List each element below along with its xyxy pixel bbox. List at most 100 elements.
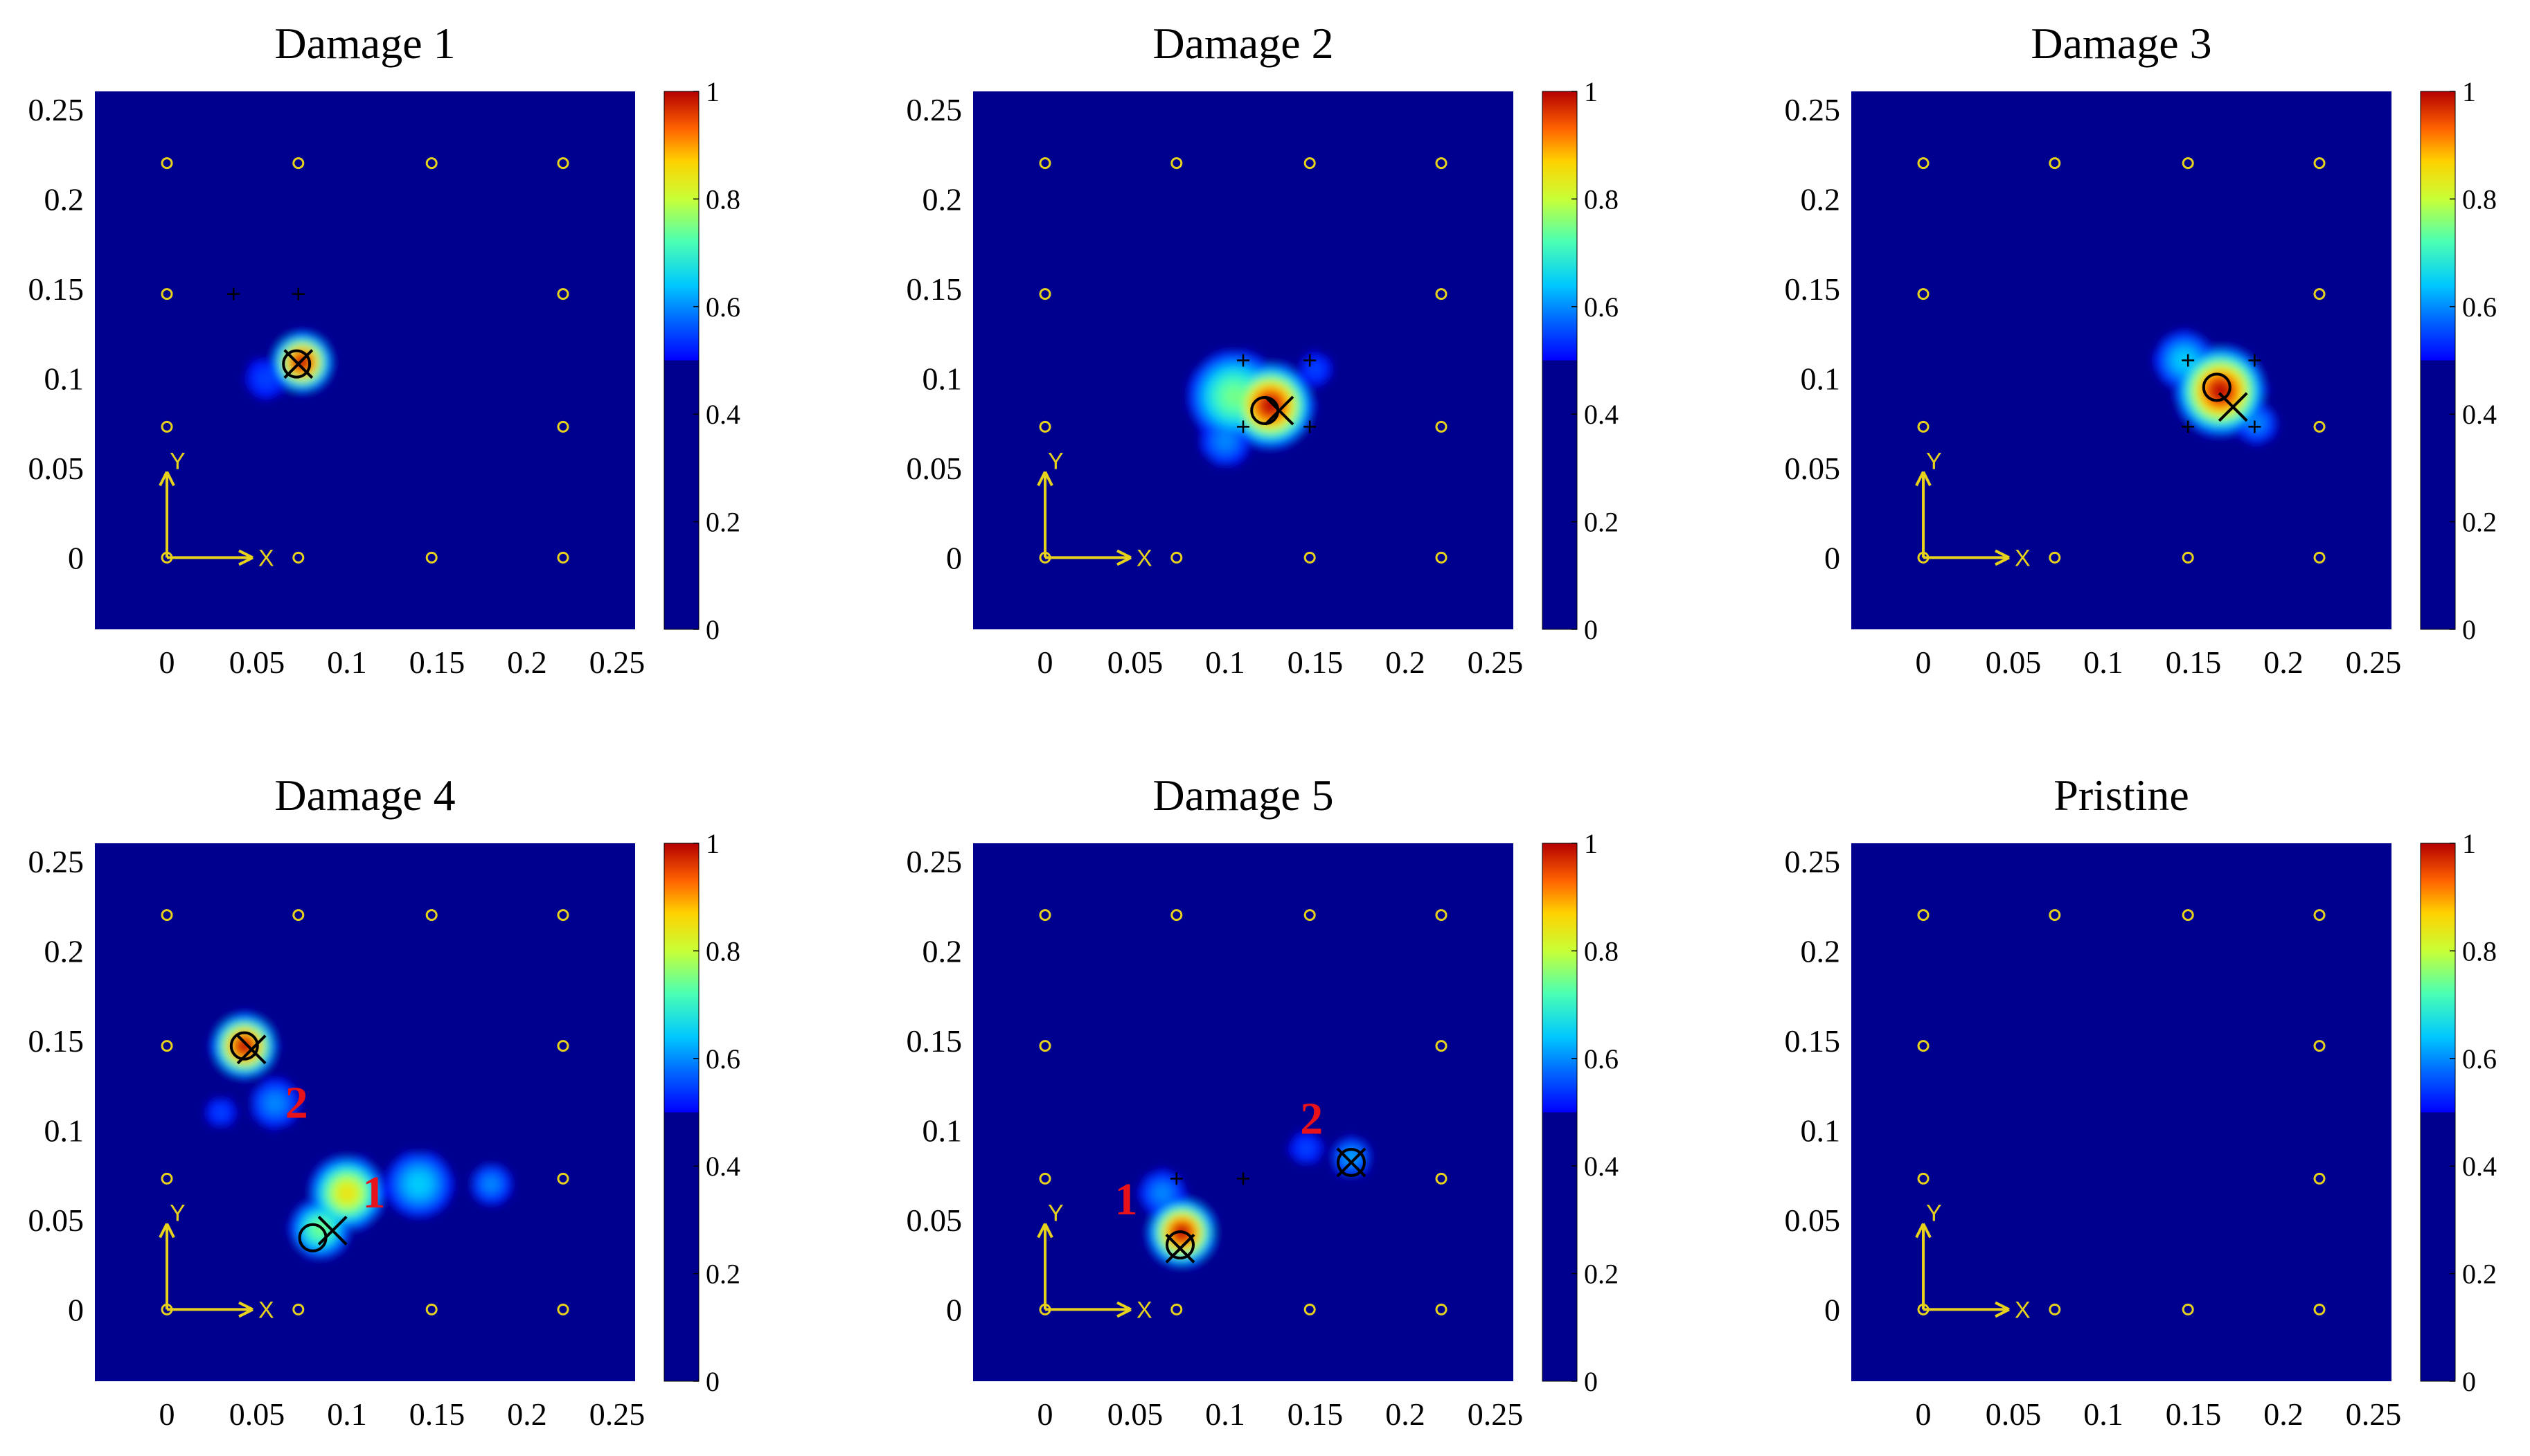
y-tick-label: 0.1 — [1801, 1113, 1841, 1148]
colorbar-tick-label: 0.2 — [2462, 507, 2497, 538]
sensor-marker — [1039, 909, 1051, 922]
y-arrow-head — [1037, 471, 1053, 487]
plus-marker — [2248, 420, 2261, 433]
sensor-marker — [292, 909, 305, 922]
sensor-marker — [1170, 157, 1183, 170]
y-tick-label: 0.25 — [28, 844, 84, 879]
y-arrow-head — [159, 471, 175, 487]
actual-damage-marker — [229, 1031, 259, 1061]
colorbar-tick-label: 1 — [2462, 828, 2476, 859]
x-tick-label: 0.25 — [1468, 1396, 1524, 1432]
panel-title: Damage 5 — [1152, 771, 1333, 820]
actual-damage-marker — [1337, 1148, 1366, 1178]
sensor-marker — [1917, 157, 1930, 170]
x-tick-label: 0.2 — [2263, 1396, 2304, 1432]
x-arrow-label: X — [258, 545, 274, 571]
actual-damage-marker — [282, 349, 312, 379]
sensor-marker — [2313, 420, 2326, 433]
colorbar-tick-label: 0.2 — [706, 1259, 740, 1290]
sensor-marker — [1435, 909, 1447, 922]
y-arrow-label: Y — [170, 1200, 186, 1226]
y-tick-label: 0.1 — [44, 361, 84, 396]
panel-4: Damage 4 X Y 1 2 0 0.05 0.1 0.15 0.2 0.25 0 0.05 0.1 0… — [28, 771, 741, 1432]
sensor-marker — [161, 157, 173, 170]
x-arrow-label: X — [2015, 1297, 2031, 1323]
x-tick-label: 0.25 — [589, 1396, 645, 1432]
x-arrow-label: X — [1137, 545, 1152, 571]
sensor-marker — [1917, 1040, 1930, 1052]
x-tick-label: 0.25 — [2346, 1396, 2402, 1432]
y-arrow-head — [1915, 1223, 1932, 1239]
colorbar-tick-label: 0.6 — [1584, 291, 1619, 323]
sensor-marker — [2182, 909, 2194, 922]
plus-marker — [292, 287, 305, 300]
y-tick-label: 0.2 — [44, 933, 84, 969]
sensor-marker — [557, 1040, 569, 1052]
colorbar-tick-label: 0 — [706, 614, 720, 645]
y-tick-label: 0 — [1824, 540, 1840, 575]
colorbar-tick-label: 0 — [2462, 614, 2476, 645]
plus-marker — [1237, 420, 1249, 433]
panel-1: Damage 1 X Y 0 0.05 0.1 0.15 0.2 0.25 0 0.05 0.1 0.1… — [28, 19, 741, 680]
y-tick-label: 0.1 — [44, 1113, 84, 1148]
sensor-marker — [1303, 1303, 1316, 1315]
x-tick-label: 0.15 — [1288, 645, 1344, 680]
x-tick-label: 0.05 — [229, 1396, 285, 1432]
colorbar-tick-label: 0 — [1584, 1366, 1598, 1397]
colorbar-tick-label: 0.6 — [2462, 1043, 2497, 1075]
blur-mask — [1513, 829, 1527, 1395]
sensor-marker — [1303, 157, 1316, 170]
plus-marker — [1303, 420, 1317, 433]
y-tick-label: 0.15 — [907, 1023, 963, 1059]
x-tick-label: 0.05 — [1986, 645, 2042, 680]
plus-marker — [1237, 354, 1249, 367]
sensor-marker — [1435, 551, 1447, 564]
colorbar-tick-label: 0.8 — [1584, 935, 1619, 967]
y-tick-label: 0.15 — [1785, 1023, 1841, 1059]
y-tick-label: 0 — [946, 1292, 962, 1327]
x-arrow-head — [1116, 1301, 1132, 1318]
sensor-marker — [2313, 1172, 2326, 1185]
x-tick-label: 0.1 — [2083, 645, 2123, 680]
sensor-marker — [557, 420, 569, 433]
x-tick-label: 0.1 — [1205, 645, 1245, 680]
predicted-damage-marker — [2218, 392, 2248, 422]
panel-6: Pristine X Y 0 0.05 0.1 0.15 0.2 0.25 0 0.05 0.1 0.1… — [1785, 771, 2497, 1432]
blur-mask — [959, 829, 973, 1395]
colorbar-tick-label: 1 — [706, 828, 720, 859]
y-tick-label: 0.05 — [907, 1203, 963, 1238]
y-arrow-head — [1037, 1223, 1053, 1239]
y-tick-label: 0.15 — [907, 271, 963, 307]
sensor-marker — [1917, 909, 1930, 922]
sensor-marker — [1435, 1040, 1447, 1052]
x-arrow-head — [1995, 1301, 2010, 1318]
plus-marker — [1303, 354, 1317, 367]
blur-mask — [959, 629, 1527, 643]
x-tick-label: 0.2 — [507, 645, 547, 680]
blur-mask — [81, 1381, 649, 1395]
x-tick-label: 0.1 — [327, 645, 367, 680]
sensor-marker — [1170, 909, 1183, 922]
colorbar — [1542, 91, 1578, 630]
sensor-marker — [1039, 288, 1051, 300]
colorbar-tick-label: 0.4 — [1584, 1151, 1619, 1182]
sensor-marker — [425, 1303, 438, 1315]
colorbar-tick-label: 0 — [1584, 614, 1598, 645]
x-tick-label: 0.25 — [1468, 645, 1524, 680]
colorbar-tick-label: 0.8 — [2462, 183, 2497, 215]
colorbar-tick-label: 0.2 — [1584, 507, 1619, 538]
x-arrow-head — [1116, 549, 1132, 566]
colorbar — [1542, 843, 1578, 1382]
x-tick-label: 0.05 — [1986, 1396, 2042, 1432]
plus-marker — [1170, 1172, 1183, 1185]
panel-5: Damage 5 X Y 1 2 0 0.05 0.1 0.15 0.2 0.25 0 0.05 0.1 0… — [907, 771, 1619, 1432]
colorbar — [2420, 843, 2456, 1382]
colorbar-tick-label: 0.4 — [2462, 399, 2497, 430]
sensor-marker — [2313, 551, 2326, 564]
blur-mask — [959, 78, 1527, 91]
sensor-marker — [2313, 288, 2326, 300]
panel-title: Pristine — [2054, 771, 2189, 820]
sensor-marker — [1435, 157, 1447, 170]
damage-intensity-map — [95, 91, 635, 629]
